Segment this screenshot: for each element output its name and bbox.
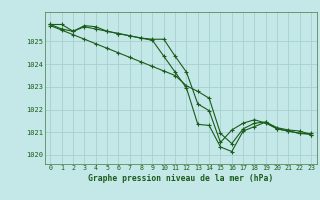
- X-axis label: Graphe pression niveau de la mer (hPa): Graphe pression niveau de la mer (hPa): [88, 174, 273, 183]
